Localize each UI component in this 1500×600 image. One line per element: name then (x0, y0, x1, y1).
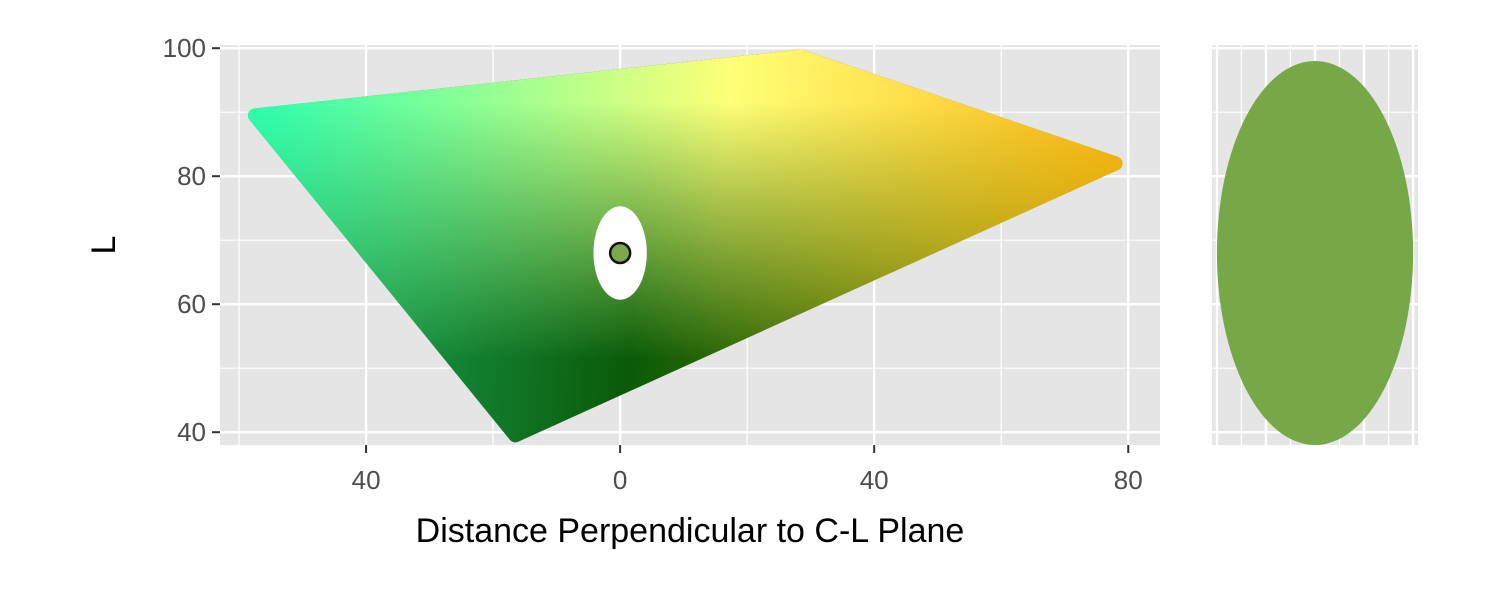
x-tick-label: 80 (1114, 465, 1143, 495)
main-panel: 40 0 40 80 40 60 80 100 Distance Perpendicular… (85, 33, 1160, 550)
x-axis-title: Distance Perpendicular to C-L Plane (416, 512, 965, 550)
main-plot-area (247, 49, 1123, 443)
gamut-region (247, 49, 1123, 443)
side-panel (1212, 45, 1418, 445)
x-tick-label: 40 (352, 465, 381, 495)
y-tick-label: 80 (177, 161, 206, 191)
x-axis-ticks: 40 0 40 80 (352, 445, 1143, 495)
y-tick-label: 60 (177, 289, 206, 319)
y-axis-ticks: 40 60 80 100 (163, 33, 220, 447)
x-tick-label: 0 (613, 465, 627, 495)
y-axis-title: L (85, 236, 123, 255)
target-point (608, 241, 632, 265)
y-tick-label: 40 (177, 417, 206, 447)
x-tick-label: 40 (860, 465, 889, 495)
gamut-region-overlay (247, 49, 1123, 443)
color-swatch-ellipse (1216, 61, 1414, 445)
y-tick-label: 100 (163, 33, 206, 63)
